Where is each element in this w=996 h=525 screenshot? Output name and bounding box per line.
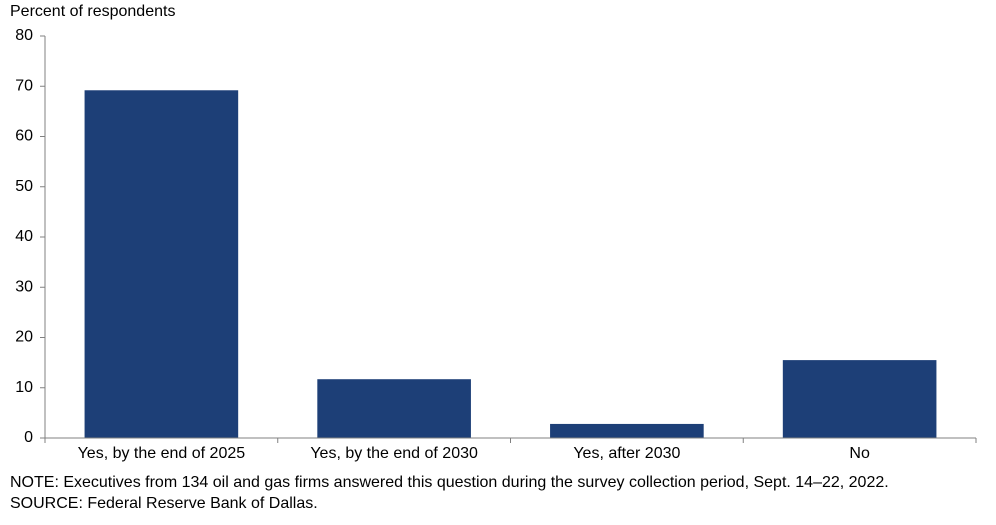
y-tick-label: 20 bbox=[15, 329, 33, 346]
note: NOTE: Executives from 134 oil and gas fi… bbox=[10, 474, 889, 491]
y-tick-label: 60 bbox=[15, 128, 33, 145]
y-tick-label: 40 bbox=[15, 228, 33, 245]
x-tick-label: Yes, by the end of 2025 bbox=[78, 445, 246, 462]
bar bbox=[550, 423, 704, 438]
bar bbox=[782, 360, 937, 438]
y-tick-label: 80 bbox=[15, 27, 33, 44]
y-tick-label: 50 bbox=[15, 178, 33, 195]
x-tick-label: No bbox=[849, 445, 870, 462]
y-tick-label: 70 bbox=[15, 77, 33, 94]
bar bbox=[84, 90, 239, 439]
x-tick-label: Yes, after 2030 bbox=[573, 445, 680, 462]
y-axis-label: Percent of respondents bbox=[10, 3, 175, 20]
y-tick-label: 0 bbox=[24, 429, 33, 446]
y-tick-label: 30 bbox=[15, 278, 33, 295]
source: SOURCE: Federal Reserve Bank of Dallas. bbox=[10, 495, 318, 512]
x-tick-label: Yes, by the end of 2030 bbox=[310, 445, 478, 462]
y-tick-label: 10 bbox=[15, 379, 33, 396]
bar bbox=[317, 379, 471, 438]
